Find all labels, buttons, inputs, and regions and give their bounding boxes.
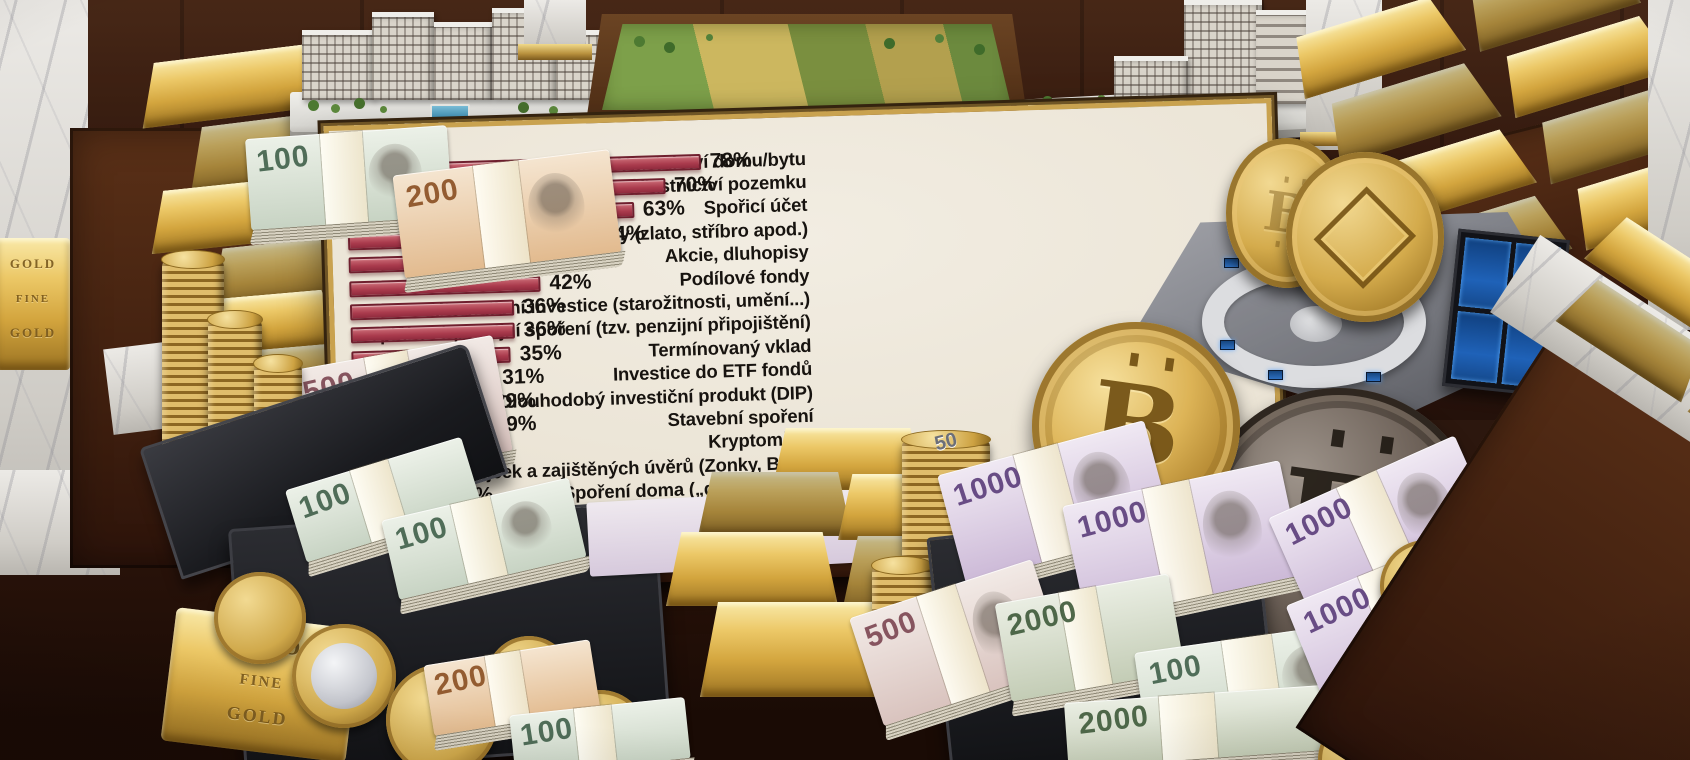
bicolor-coin — [292, 624, 396, 728]
model-pool — [430, 104, 470, 120]
monitor-icon — [1366, 372, 1381, 382]
model-building — [302, 30, 374, 100]
model-trees — [634, 36, 645, 47]
model-building — [434, 22, 492, 100]
office-buildings-model — [1018, 0, 1318, 152]
model-building — [1184, 0, 1262, 104]
banknote-denomination: 100 — [391, 510, 452, 557]
ethereum-icon — [1313, 185, 1417, 289]
model-fields — [602, 24, 1012, 110]
bar-value: 35% — [519, 341, 563, 366]
bar-value: 31% — [501, 364, 545, 390]
gold-coin — [214, 572, 306, 664]
banknote-denomination: 500 — [859, 604, 922, 655]
banknote-denomination: 1000 — [1074, 494, 1151, 545]
bar — [349, 299, 515, 321]
banknote-denomination: 100 — [1146, 648, 1205, 692]
model-building — [372, 12, 434, 100]
banknote-denomination: 100 — [517, 711, 576, 753]
gold-bar — [666, 532, 838, 606]
banknote-portrait — [1196, 485, 1269, 572]
banknote-denomination: 100 — [254, 138, 312, 179]
banknote-portrait — [496, 496, 557, 559]
bar-value: 63% — [642, 196, 686, 222]
monitor-icon — [1224, 258, 1239, 268]
banknote-denomination: 2000 — [1076, 699, 1151, 741]
banknote-denomination: 200 — [403, 172, 462, 215]
gold-bar-engraving: GOLD — [9, 256, 57, 272]
model-trees — [308, 100, 319, 111]
model-trees — [1042, 96, 1053, 107]
gold-bar-engraving: GOLD — [9, 325, 57, 341]
gold-bar: GOLD FINE GOLD — [0, 238, 70, 370]
banknote-portrait — [524, 169, 589, 243]
bar-value: 70% — [673, 172, 717, 197]
ethereum-coin — [1286, 152, 1444, 322]
model-building — [1114, 56, 1188, 104]
gold-column-base — [518, 44, 592, 60]
bar-value: 36% — [522, 294, 566, 319]
bar-value: 78% — [709, 148, 753, 173]
gold-bar-engraving: FINE — [15, 293, 51, 306]
monitor-icon — [1220, 340, 1235, 350]
banknote-denomination: 200 — [431, 659, 491, 703]
bar-value: 36% — [523, 317, 566, 342]
screen-icon — [1450, 310, 1504, 384]
gold-bar — [698, 472, 852, 536]
banknote-denomination: 2000 — [1003, 594, 1081, 643]
monitor-icon — [1268, 370, 1283, 380]
